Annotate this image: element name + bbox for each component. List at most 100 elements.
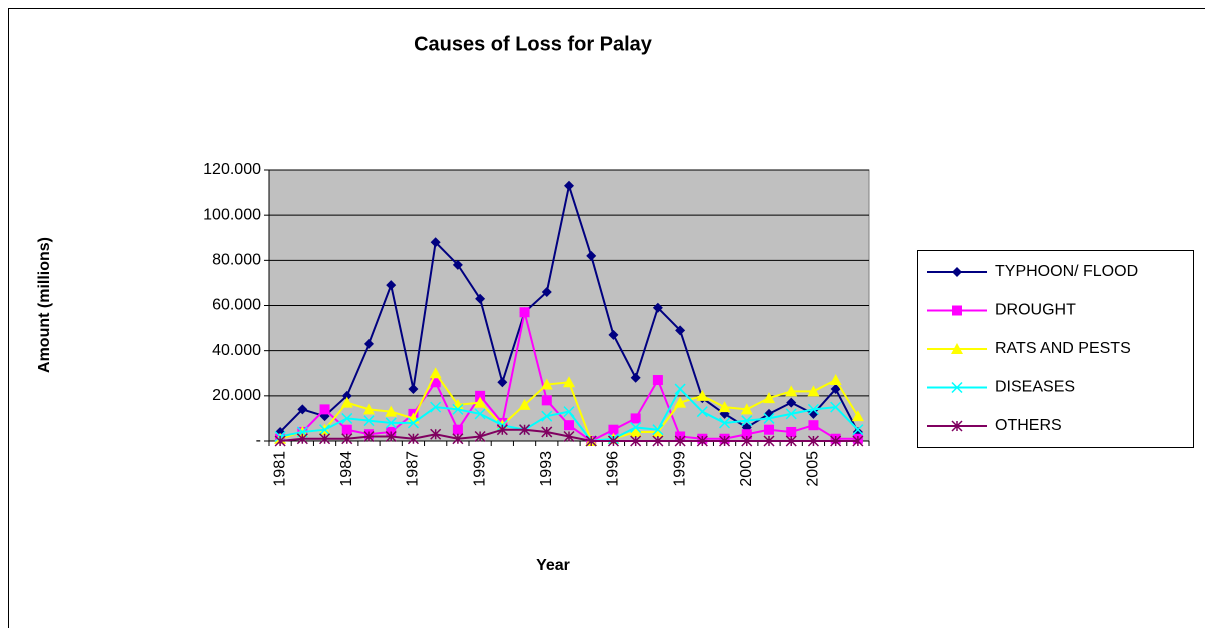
data-point (652, 435, 664, 447)
data-point (652, 375, 663, 386)
chart-title: Causes of Loss for Palay (414, 33, 653, 55)
data-point (541, 410, 553, 422)
data-point (851, 410, 864, 422)
data-point (786, 397, 797, 408)
data-point (363, 415, 375, 427)
data-point (363, 430, 375, 443)
data-point (786, 426, 797, 437)
x-tick-label: 1990 (471, 451, 488, 487)
data-point (763, 412, 775, 424)
y-tick-label: 20.000 (212, 387, 261, 404)
x-tick-label: 1981 (271, 451, 288, 487)
x-tick-label: 1993 (538, 451, 555, 487)
data-point (675, 325, 686, 336)
data-point (408, 384, 419, 395)
data-point (497, 377, 508, 388)
data-point (719, 417, 731, 429)
data-point (740, 403, 753, 415)
y-tick-label: 80.000 (212, 252, 261, 269)
data-point (564, 180, 574, 191)
legend-marker (951, 381, 963, 394)
data-point (741, 415, 753, 427)
data-point (341, 433, 353, 445)
data-point (630, 372, 641, 383)
data-point (430, 237, 441, 248)
data-point (540, 378, 553, 390)
x-tick-label: 1999 (671, 451, 688, 487)
y-tick-label: 120.000 (203, 161, 261, 178)
data-point (407, 417, 419, 429)
legend-label: DISEASES (995, 379, 1075, 396)
data-point (341, 424, 352, 435)
data-point (385, 405, 398, 417)
data-point (297, 404, 308, 415)
data-point (364, 338, 374, 349)
data-point (563, 376, 575, 388)
legend-label: RATS AND PESTS (995, 340, 1131, 357)
y-tick-label: 100.000 (203, 206, 261, 223)
data-point (385, 417, 397, 429)
data-point (474, 430, 486, 443)
data-point (319, 424, 331, 436)
data-point (852, 435, 864, 447)
x-tick-label: 2005 (805, 451, 822, 487)
data-point (541, 286, 552, 297)
data-point (585, 435, 597, 447)
data-point (607, 435, 619, 447)
data-point (719, 435, 731, 447)
data-point (785, 408, 797, 420)
data-point (363, 403, 375, 415)
x-tick-label: 1996 (605, 451, 622, 487)
data-point (430, 401, 442, 413)
y-tick-label: 60.000 (212, 297, 261, 314)
legend-marker (951, 343, 963, 354)
data-point (785, 385, 798, 397)
data-point (741, 435, 753, 447)
data-point (430, 428, 442, 440)
x-tick-label: 1984 (338, 451, 355, 487)
data-point (763, 435, 775, 447)
legend-label: OTHERS (995, 417, 1062, 434)
data-point (652, 424, 664, 436)
data-point (674, 383, 686, 395)
data-point (808, 420, 819, 431)
data-point (629, 425, 642, 437)
data-point (674, 396, 687, 408)
data-point (407, 433, 419, 445)
data-point (630, 435, 642, 447)
x-tick-label: 1987 (405, 451, 422, 487)
data-point (519, 424, 531, 436)
data-point (651, 425, 664, 437)
data-point (474, 408, 486, 420)
legend-label: DROUGHT (995, 302, 1076, 319)
data-point (674, 435, 686, 447)
y-tick-label: - (256, 432, 261, 449)
data-point (519, 307, 530, 318)
data-point (630, 413, 641, 424)
data-point (496, 424, 508, 436)
data-point (340, 396, 353, 408)
data-point (452, 403, 464, 415)
data-point (763, 392, 775, 404)
data-point (586, 250, 597, 261)
data-point (541, 426, 553, 438)
data-point (829, 374, 842, 386)
data-point (696, 406, 708, 418)
legend-marker (952, 305, 962, 316)
data-point (718, 401, 731, 413)
data-point (274, 435, 286, 447)
y-tick-label: 40.000 (212, 342, 261, 359)
data-point (452, 424, 463, 435)
data-point (319, 404, 330, 415)
data-point (429, 367, 442, 379)
data-point (341, 390, 352, 401)
data-point (518, 398, 531, 410)
data-point (386, 280, 397, 291)
data-point (319, 433, 331, 445)
data-point (741, 429, 752, 440)
x-tick-label: 2002 (738, 451, 755, 487)
data-point (764, 424, 774, 435)
data-point (807, 435, 819, 447)
